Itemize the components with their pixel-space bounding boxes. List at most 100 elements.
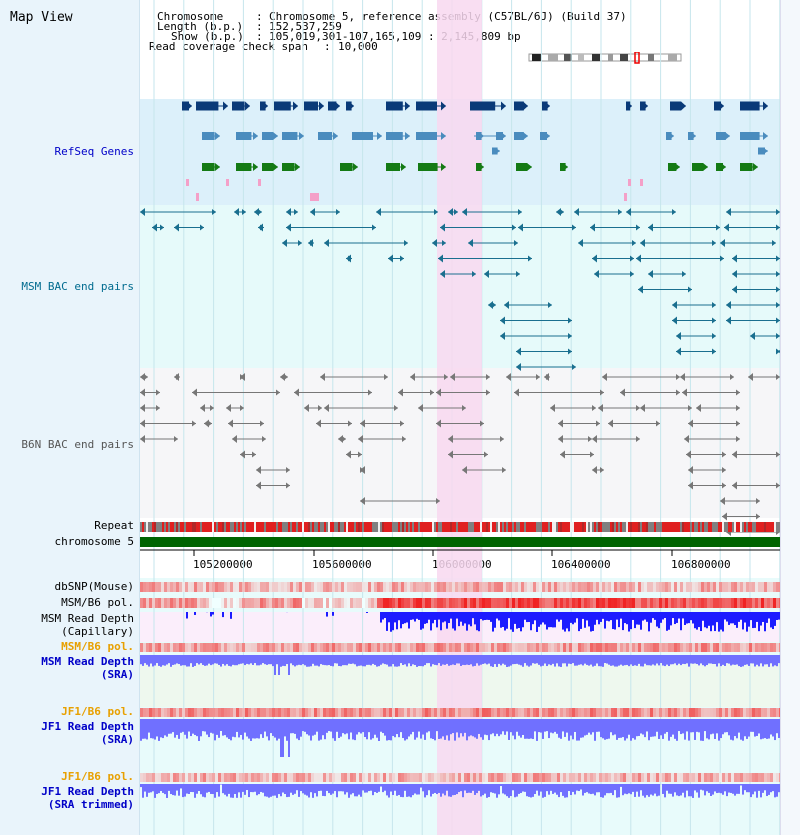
b6n-bac-end — [260, 420, 264, 427]
polymorphism-cell — [428, 708, 431, 717]
polymorphism-cell — [440, 598, 443, 608]
read-depth-bar — [766, 784, 768, 797]
read-depth-bar — [764, 655, 766, 665]
read-depth-bar — [590, 655, 592, 665]
chromosome-ideogram[interactable] — [528, 52, 684, 64]
read-depth-bar — [418, 655, 420, 667]
polymorphism-cell — [329, 582, 332, 592]
read-depth-bar — [198, 719, 200, 741]
read-depth-bar — [306, 655, 308, 667]
polymorphism-cell — [275, 643, 278, 652]
read-depth-bar — [682, 655, 684, 664]
polymorphism-cell — [350, 582, 353, 592]
gene-exon — [668, 163, 677, 171]
read-depth-bar — [452, 612, 454, 629]
read-depth-bar — [570, 784, 572, 796]
gene-exon — [236, 132, 252, 140]
polymorphism-cell — [497, 708, 500, 717]
read-depth-bar — [648, 719, 650, 741]
read-depth-bar — [702, 655, 704, 666]
polymorphism-cell — [158, 643, 161, 652]
repeat-cell — [296, 522, 298, 532]
read-depth-bar — [718, 612, 720, 632]
label-msm-bac[interactable]: MSM BAC end pairs — [21, 280, 134, 293]
b6n-bac-end — [448, 450, 453, 459]
polymorphism-cell — [650, 708, 653, 717]
polymorphism-cell — [365, 773, 368, 782]
read-depth-bar — [612, 655, 614, 666]
polymorphism-cell — [686, 773, 689, 782]
polymorphism-cell — [758, 582, 761, 592]
polymorphism-cell — [521, 643, 524, 652]
polymorphism-cell — [752, 598, 755, 608]
read-depth-bar — [534, 612, 536, 621]
read-depth-bar — [212, 655, 214, 665]
polymorphism-cell — [173, 598, 176, 608]
polymorphism-cell — [701, 582, 704, 592]
read-depth-bar — [746, 784, 748, 793]
repeat-cell — [256, 522, 258, 532]
read-depth-bar — [570, 612, 572, 623]
polymorphism-cell — [308, 582, 311, 592]
read-depth-bar — [738, 612, 740, 622]
gene-exon — [740, 101, 760, 111]
polymorphism-cell — [494, 773, 497, 782]
polymorphism-cell — [725, 708, 728, 717]
read-depth-bar — [656, 784, 658, 797]
read-depth-bar — [224, 719, 226, 736]
read-depth-bar — [390, 784, 392, 792]
genome-track-canvas[interactable] — [140, 0, 780, 835]
read-depth-bar — [292, 784, 294, 795]
b6n-bac-end — [536, 374, 540, 380]
read-depth-bar — [480, 612, 482, 620]
read-depth-bar — [592, 719, 594, 733]
polymorphism-cell — [491, 643, 494, 652]
polymorphism-cell — [755, 708, 758, 717]
polymorphism-cell — [272, 773, 275, 782]
polymorphism-cell — [740, 598, 743, 608]
read-depth-bar — [424, 612, 426, 624]
read-depth-bar — [724, 612, 726, 620]
read-depth-bar — [410, 784, 412, 798]
read-depth-bar — [214, 719, 216, 741]
polymorphism-cell — [284, 582, 287, 592]
msm-bac-end — [732, 254, 737, 263]
label-refseq-genes[interactable]: RefSeq Genes — [54, 145, 134, 158]
read-depth-bar — [672, 719, 674, 735]
read-depth-bar — [536, 784, 538, 791]
read-depth-bar — [556, 655, 558, 664]
polymorphism-cell — [599, 643, 602, 652]
polymorphism-cell — [476, 708, 479, 717]
polymorphism-cell — [356, 598, 359, 608]
polymorphism-cell — [521, 582, 524, 592]
msm-bac-end — [776, 224, 780, 231]
repeat-cell — [714, 522, 716, 532]
read-depth-bar — [242, 784, 244, 792]
right-scroll-strip[interactable] — [780, 0, 800, 835]
gene-pink — [196, 193, 199, 201]
polymorphism-cell — [404, 582, 407, 592]
label-b6n-bac[interactable]: B6N BAC end pairs — [21, 438, 134, 451]
read-depth-bar — [284, 784, 286, 795]
polymorphism-cell — [524, 582, 527, 592]
polymorphism-cell — [539, 773, 542, 782]
read-depth-bar — [586, 612, 588, 621]
polymorphism-cell — [440, 643, 443, 652]
read-depth-bar — [408, 612, 410, 629]
read-depth-bar — [566, 612, 568, 629]
polymorphism-cell — [656, 773, 659, 782]
polymorphism-cell — [659, 708, 662, 717]
read-depth-bar — [520, 655, 522, 666]
read-depth-bar — [566, 784, 568, 798]
polymorphism-cell — [146, 598, 149, 608]
read-depth-bar — [514, 719, 516, 740]
read-depth-bar — [416, 784, 418, 795]
read-depth-bar — [342, 655, 344, 666]
polymorphism-cell — [221, 598, 224, 608]
msm-bac-end — [518, 209, 522, 215]
msm-bac-end — [682, 271, 686, 277]
b6n-bac-end — [256, 466, 261, 474]
polymorphism-cell — [188, 643, 191, 652]
polymorphism-cell — [299, 598, 302, 608]
polymorphism-cell — [395, 643, 398, 652]
